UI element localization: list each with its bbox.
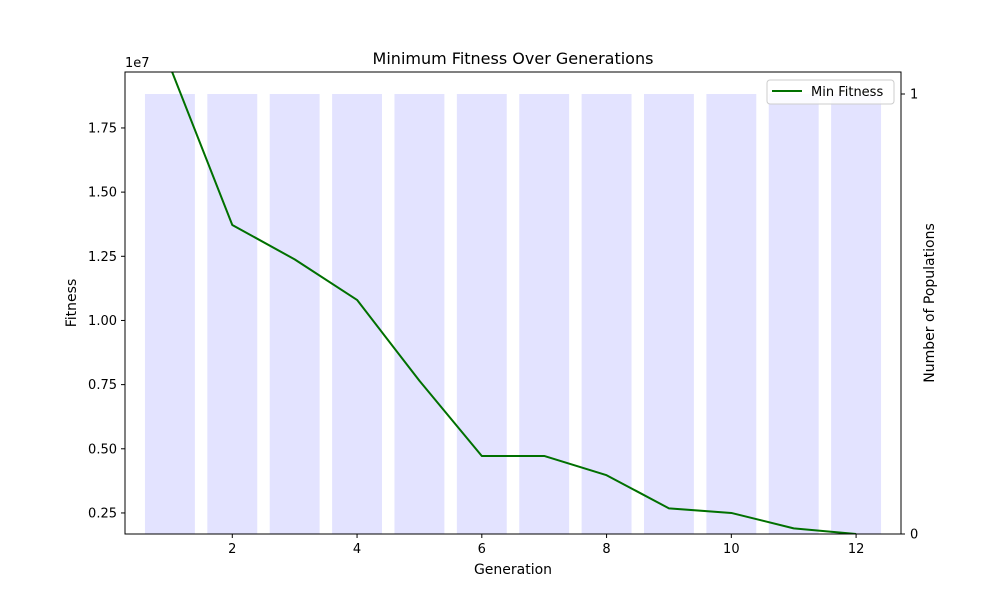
chart-title: Minimum Fitness Over Generations: [373, 49, 654, 68]
bar-generation-10: [706, 94, 756, 534]
y-tick-label-5: 1.50: [88, 186, 117, 201]
bar-generation-9: [644, 94, 694, 534]
y-tick-label-3: 1.00: [88, 314, 117, 329]
y2-axis-label: Number of Populations: [922, 223, 938, 382]
bar-generation-12: [831, 94, 881, 534]
y-tick-label-2: 0.75: [88, 378, 117, 393]
y-tick-label-4: 1.25: [88, 250, 117, 265]
x-tick-label-10: 10: [723, 542, 740, 557]
bar-generation-8: [582, 94, 632, 534]
bar-generation-6: [457, 94, 507, 534]
x-tick-label-8: 8: [602, 542, 610, 557]
bar-generation-7: [519, 94, 569, 534]
bar-generation-5: [394, 94, 444, 534]
x-tick-label-4: 4: [353, 542, 361, 557]
x-axis-label: Generation: [474, 562, 552, 578]
y-axis-label: Fitness: [64, 279, 80, 328]
bar-generation-11: [769, 94, 819, 534]
x-tick-label-2: 2: [228, 542, 236, 557]
y-tick-label-6: 1.75: [88, 121, 117, 136]
bar-generation-4: [332, 94, 382, 534]
y-tick-label-0: 0.25: [88, 506, 117, 521]
legend: Min Fitness: [767, 80, 894, 104]
x-tick-label-6: 6: [478, 542, 486, 557]
legend-label-min-fitness: Min Fitness: [811, 85, 883, 100]
bar-generation-3: [270, 94, 320, 534]
x-tick-label-12: 12: [848, 542, 865, 557]
bar-generation-2: [207, 94, 257, 534]
y-tick-label-1: 0.50: [88, 442, 117, 457]
bars-layer: [145, 94, 881, 534]
y2-tick-label-1: 1: [910, 88, 918, 103]
y2-tick-label-0: 0: [910, 528, 918, 543]
bar-generation-1: [145, 94, 195, 534]
y-axis-offset-label: 1e7: [125, 56, 150, 71]
